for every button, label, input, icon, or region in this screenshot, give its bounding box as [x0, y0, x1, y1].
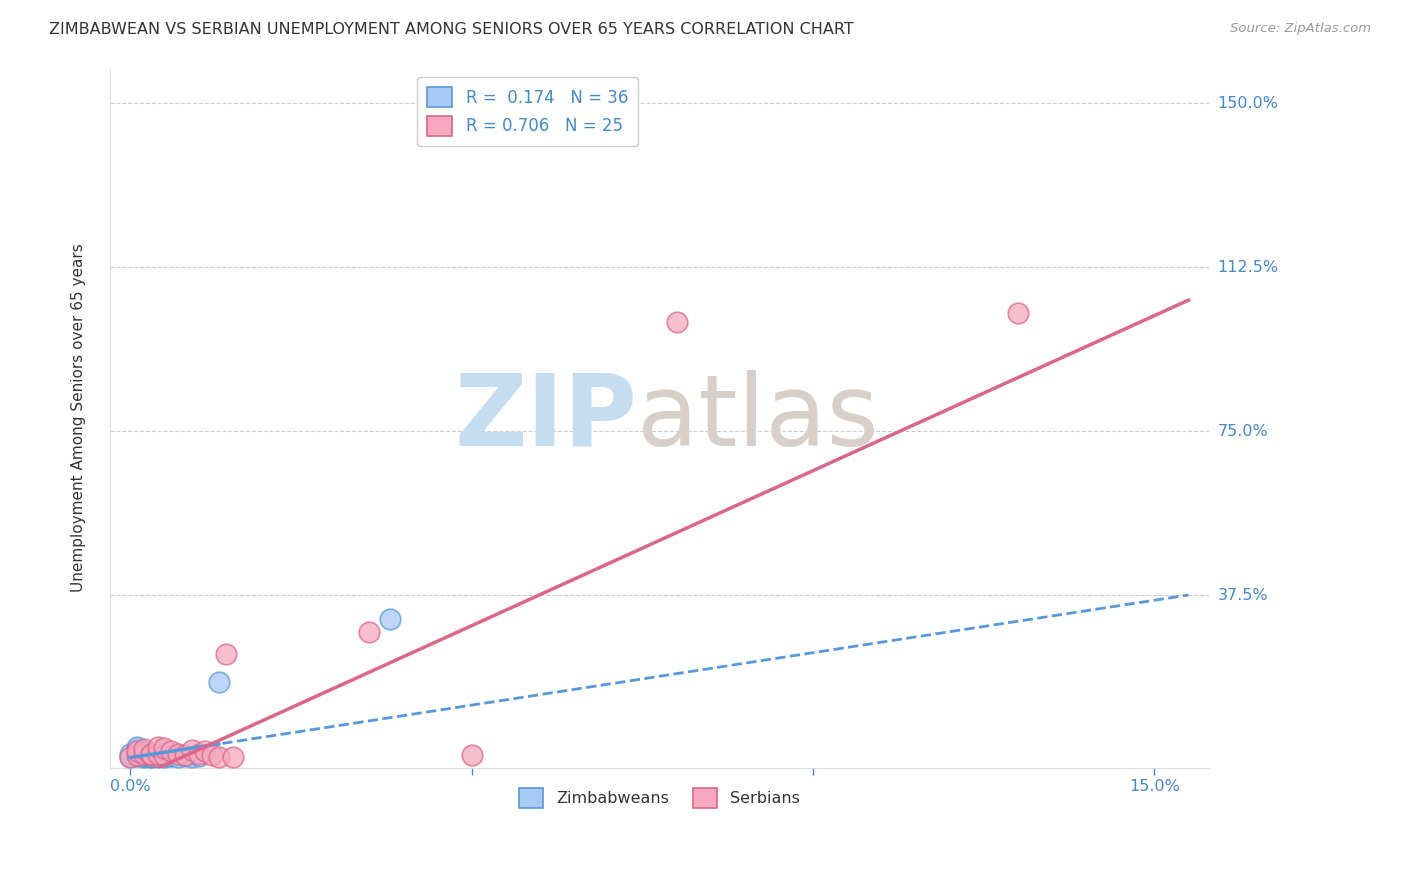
Text: ZIMBABWEAN VS SERBIAN UNEMPLOYMENT AMONG SENIORS OVER 65 YEARS CORRELATION CHART: ZIMBABWEAN VS SERBIAN UNEMPLOYMENT AMONG…	[49, 22, 853, 37]
Point	[139, 747, 162, 762]
Point	[167, 747, 190, 761]
Point	[127, 748, 149, 763]
Point	[146, 749, 169, 764]
Point	[359, 625, 381, 640]
Point	[132, 749, 155, 764]
Point	[127, 744, 149, 758]
Point	[120, 747, 142, 762]
Point	[139, 747, 162, 761]
Point	[132, 746, 155, 760]
Point	[153, 749, 176, 764]
Point	[139, 749, 162, 764]
Point	[146, 747, 169, 762]
Point	[127, 747, 149, 762]
Point	[132, 748, 155, 763]
Point	[153, 740, 176, 755]
Text: atlas: atlas	[637, 369, 879, 467]
Point	[132, 747, 155, 762]
Point	[153, 749, 176, 764]
Point	[146, 747, 169, 762]
Point	[174, 748, 197, 763]
Point	[187, 747, 209, 761]
Point	[146, 748, 169, 763]
Point	[180, 743, 202, 757]
Point	[127, 739, 149, 754]
Point	[120, 749, 142, 764]
Text: 112.5%: 112.5%	[1218, 260, 1278, 275]
Legend: Zimbabweans, Serbians: Zimbabweans, Serbians	[512, 780, 807, 815]
Point	[174, 749, 197, 764]
Point	[127, 744, 149, 758]
Point	[139, 749, 162, 764]
Text: ZIP: ZIP	[454, 369, 637, 467]
Point	[146, 739, 169, 754]
Text: 37.5%: 37.5%	[1218, 588, 1268, 602]
Point	[120, 749, 142, 764]
Point	[378, 612, 401, 626]
Point	[460, 748, 482, 763]
Text: 150.0%: 150.0%	[1218, 96, 1278, 111]
Y-axis label: Unemployment Among Seniors over 65 years: Unemployment Among Seniors over 65 years	[72, 244, 86, 592]
Point	[160, 744, 183, 758]
Point	[153, 748, 176, 763]
Point	[132, 748, 155, 763]
Point	[139, 747, 162, 761]
Point	[160, 748, 183, 763]
Point	[132, 744, 155, 758]
Point	[127, 741, 149, 756]
Point	[127, 749, 149, 764]
Text: 75.0%: 75.0%	[1218, 424, 1268, 439]
Point	[127, 748, 149, 763]
Point	[132, 742, 155, 756]
Point	[180, 749, 202, 764]
Point	[222, 749, 245, 764]
Point	[132, 749, 155, 764]
Point	[208, 749, 231, 764]
Point	[201, 748, 224, 763]
Point	[215, 647, 238, 661]
Point	[153, 748, 176, 763]
Point	[139, 748, 162, 763]
Point	[665, 315, 688, 329]
Point	[139, 748, 162, 763]
Point	[127, 746, 149, 760]
Point	[139, 749, 162, 764]
Point	[160, 749, 183, 764]
Text: Source: ZipAtlas.com: Source: ZipAtlas.com	[1230, 22, 1371, 36]
Point	[187, 749, 209, 764]
Point	[132, 747, 155, 761]
Point	[194, 744, 217, 758]
Point	[208, 675, 231, 690]
Point	[167, 749, 190, 764]
Point	[1007, 306, 1029, 320]
